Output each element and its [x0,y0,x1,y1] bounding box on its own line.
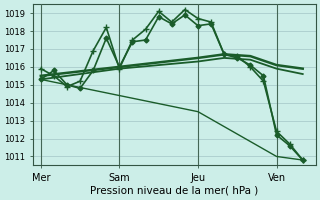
X-axis label: Pression niveau de la mer( hPa ): Pression niveau de la mer( hPa ) [90,186,259,196]
